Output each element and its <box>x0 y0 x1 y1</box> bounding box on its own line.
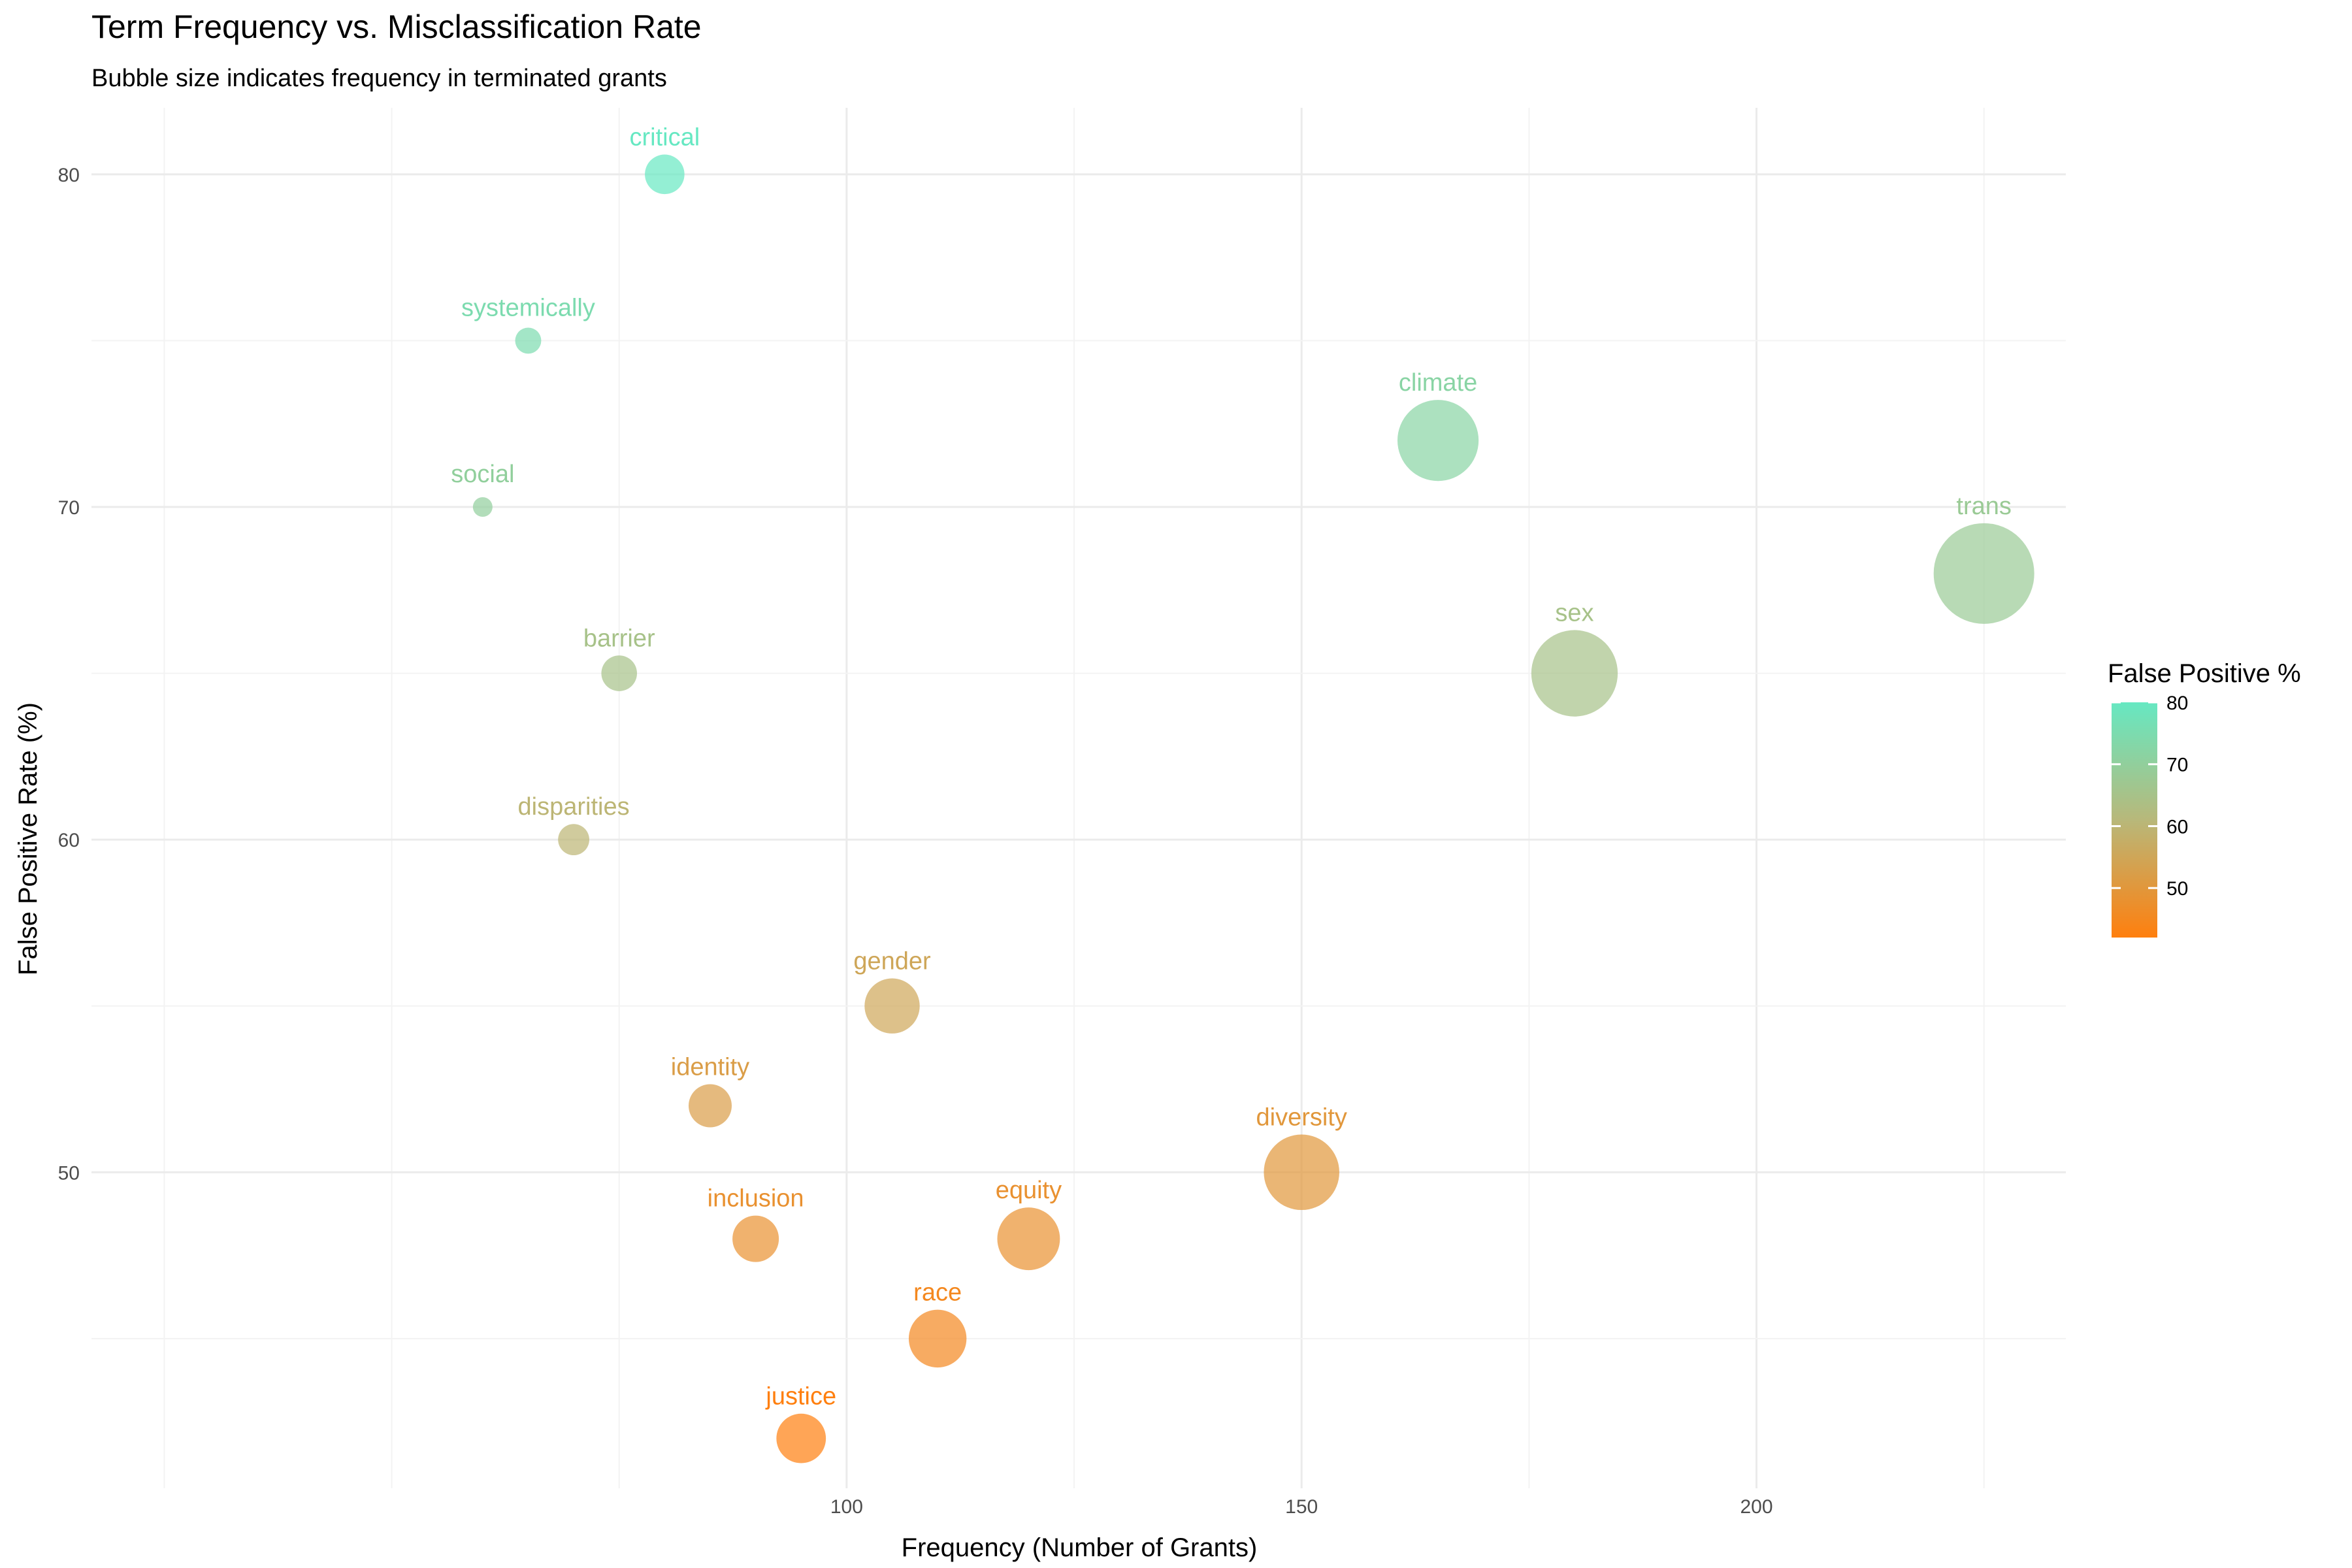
bubble-layer <box>472 154 2034 1463</box>
bubble-label-sex: sex <box>1555 599 1593 627</box>
y-tick-label: 80 <box>58 165 80 186</box>
y-tick-label: 50 <box>58 1162 80 1184</box>
bubble-barrier <box>601 655 637 691</box>
bubble-label-equity: equity <box>996 1177 1062 1204</box>
legend-tick-label: 50 <box>2166 878 2188 900</box>
legend-tick-label: 70 <box>2166 755 2188 776</box>
bubble-label-justice: justice <box>765 1383 836 1411</box>
bubble-identity <box>688 1084 732 1128</box>
y-axis-title: False Positive Rate (%) <box>14 702 42 975</box>
bubble-label-gender: gender <box>853 948 931 975</box>
bubble-label-layer: critical systemically climate social trans ba… <box>451 124 2012 1411</box>
bubble-label-disparities: disparities <box>518 793 630 821</box>
bubble-justice <box>776 1413 826 1463</box>
chart-subtitle: Bubble size indicates frequency in termi… <box>91 65 667 92</box>
bubble-label-critical: critical <box>630 124 700 152</box>
bubble-trans <box>1933 523 2034 624</box>
x-tick-label: 100 <box>830 1496 863 1518</box>
bubble-disparities <box>558 824 589 856</box>
legend-colorbar <box>2112 702 2157 938</box>
bubble-label-trans: trans <box>1956 493 2011 520</box>
bubble-label-identity: identity <box>671 1053 749 1081</box>
x-axis-title: Frequency (Number of Grants) <box>902 1533 1258 1562</box>
bubble-climate <box>1397 400 1479 482</box>
y-tick-label: 70 <box>58 497 80 519</box>
bubble-gender <box>864 978 920 1034</box>
bubble-label-systemically: systemically <box>461 294 595 321</box>
bubble-label-race: race <box>913 1279 962 1307</box>
bubble-race <box>908 1309 967 1368</box>
color-legend: False Positive % 50 60 70 80 <box>2108 659 2301 938</box>
y-axis-ticks: 50 60 70 80 <box>58 165 80 1184</box>
x-axis-ticks: 100 150 200 <box>830 1496 1773 1518</box>
bubble-critical <box>645 154 685 195</box>
bubble-sex <box>1531 630 1618 717</box>
plot-grid <box>91 108 2066 1488</box>
x-tick-label: 150 <box>1285 1496 1318 1518</box>
bubble-label-diversity: diversity <box>1256 1104 1347 1132</box>
legend-title: False Positive % <box>2108 659 2301 688</box>
bubble-label-social: social <box>451 461 514 488</box>
chart-title: Term Frequency vs. Misclassification Rat… <box>91 8 702 45</box>
bubble-label-barrier: barrier <box>583 625 655 652</box>
legend-ticks: 50 60 70 80 <box>2112 693 2188 900</box>
y-tick-label: 60 <box>58 830 80 851</box>
bubble-inclusion <box>732 1215 779 1262</box>
bubble-diversity <box>1264 1134 1339 1211</box>
legend-tick-label: 80 <box>2166 693 2188 714</box>
legend-tick-label: 60 <box>2166 816 2188 838</box>
bubble-label-climate: climate <box>1399 369 1477 397</box>
x-tick-label: 200 <box>1740 1496 1772 1518</box>
bubble-social <box>472 497 493 517</box>
bubble-label-inclusion: inclusion <box>708 1185 804 1213</box>
bubble-systemically <box>515 327 542 354</box>
bubble-equity <box>997 1207 1060 1271</box>
